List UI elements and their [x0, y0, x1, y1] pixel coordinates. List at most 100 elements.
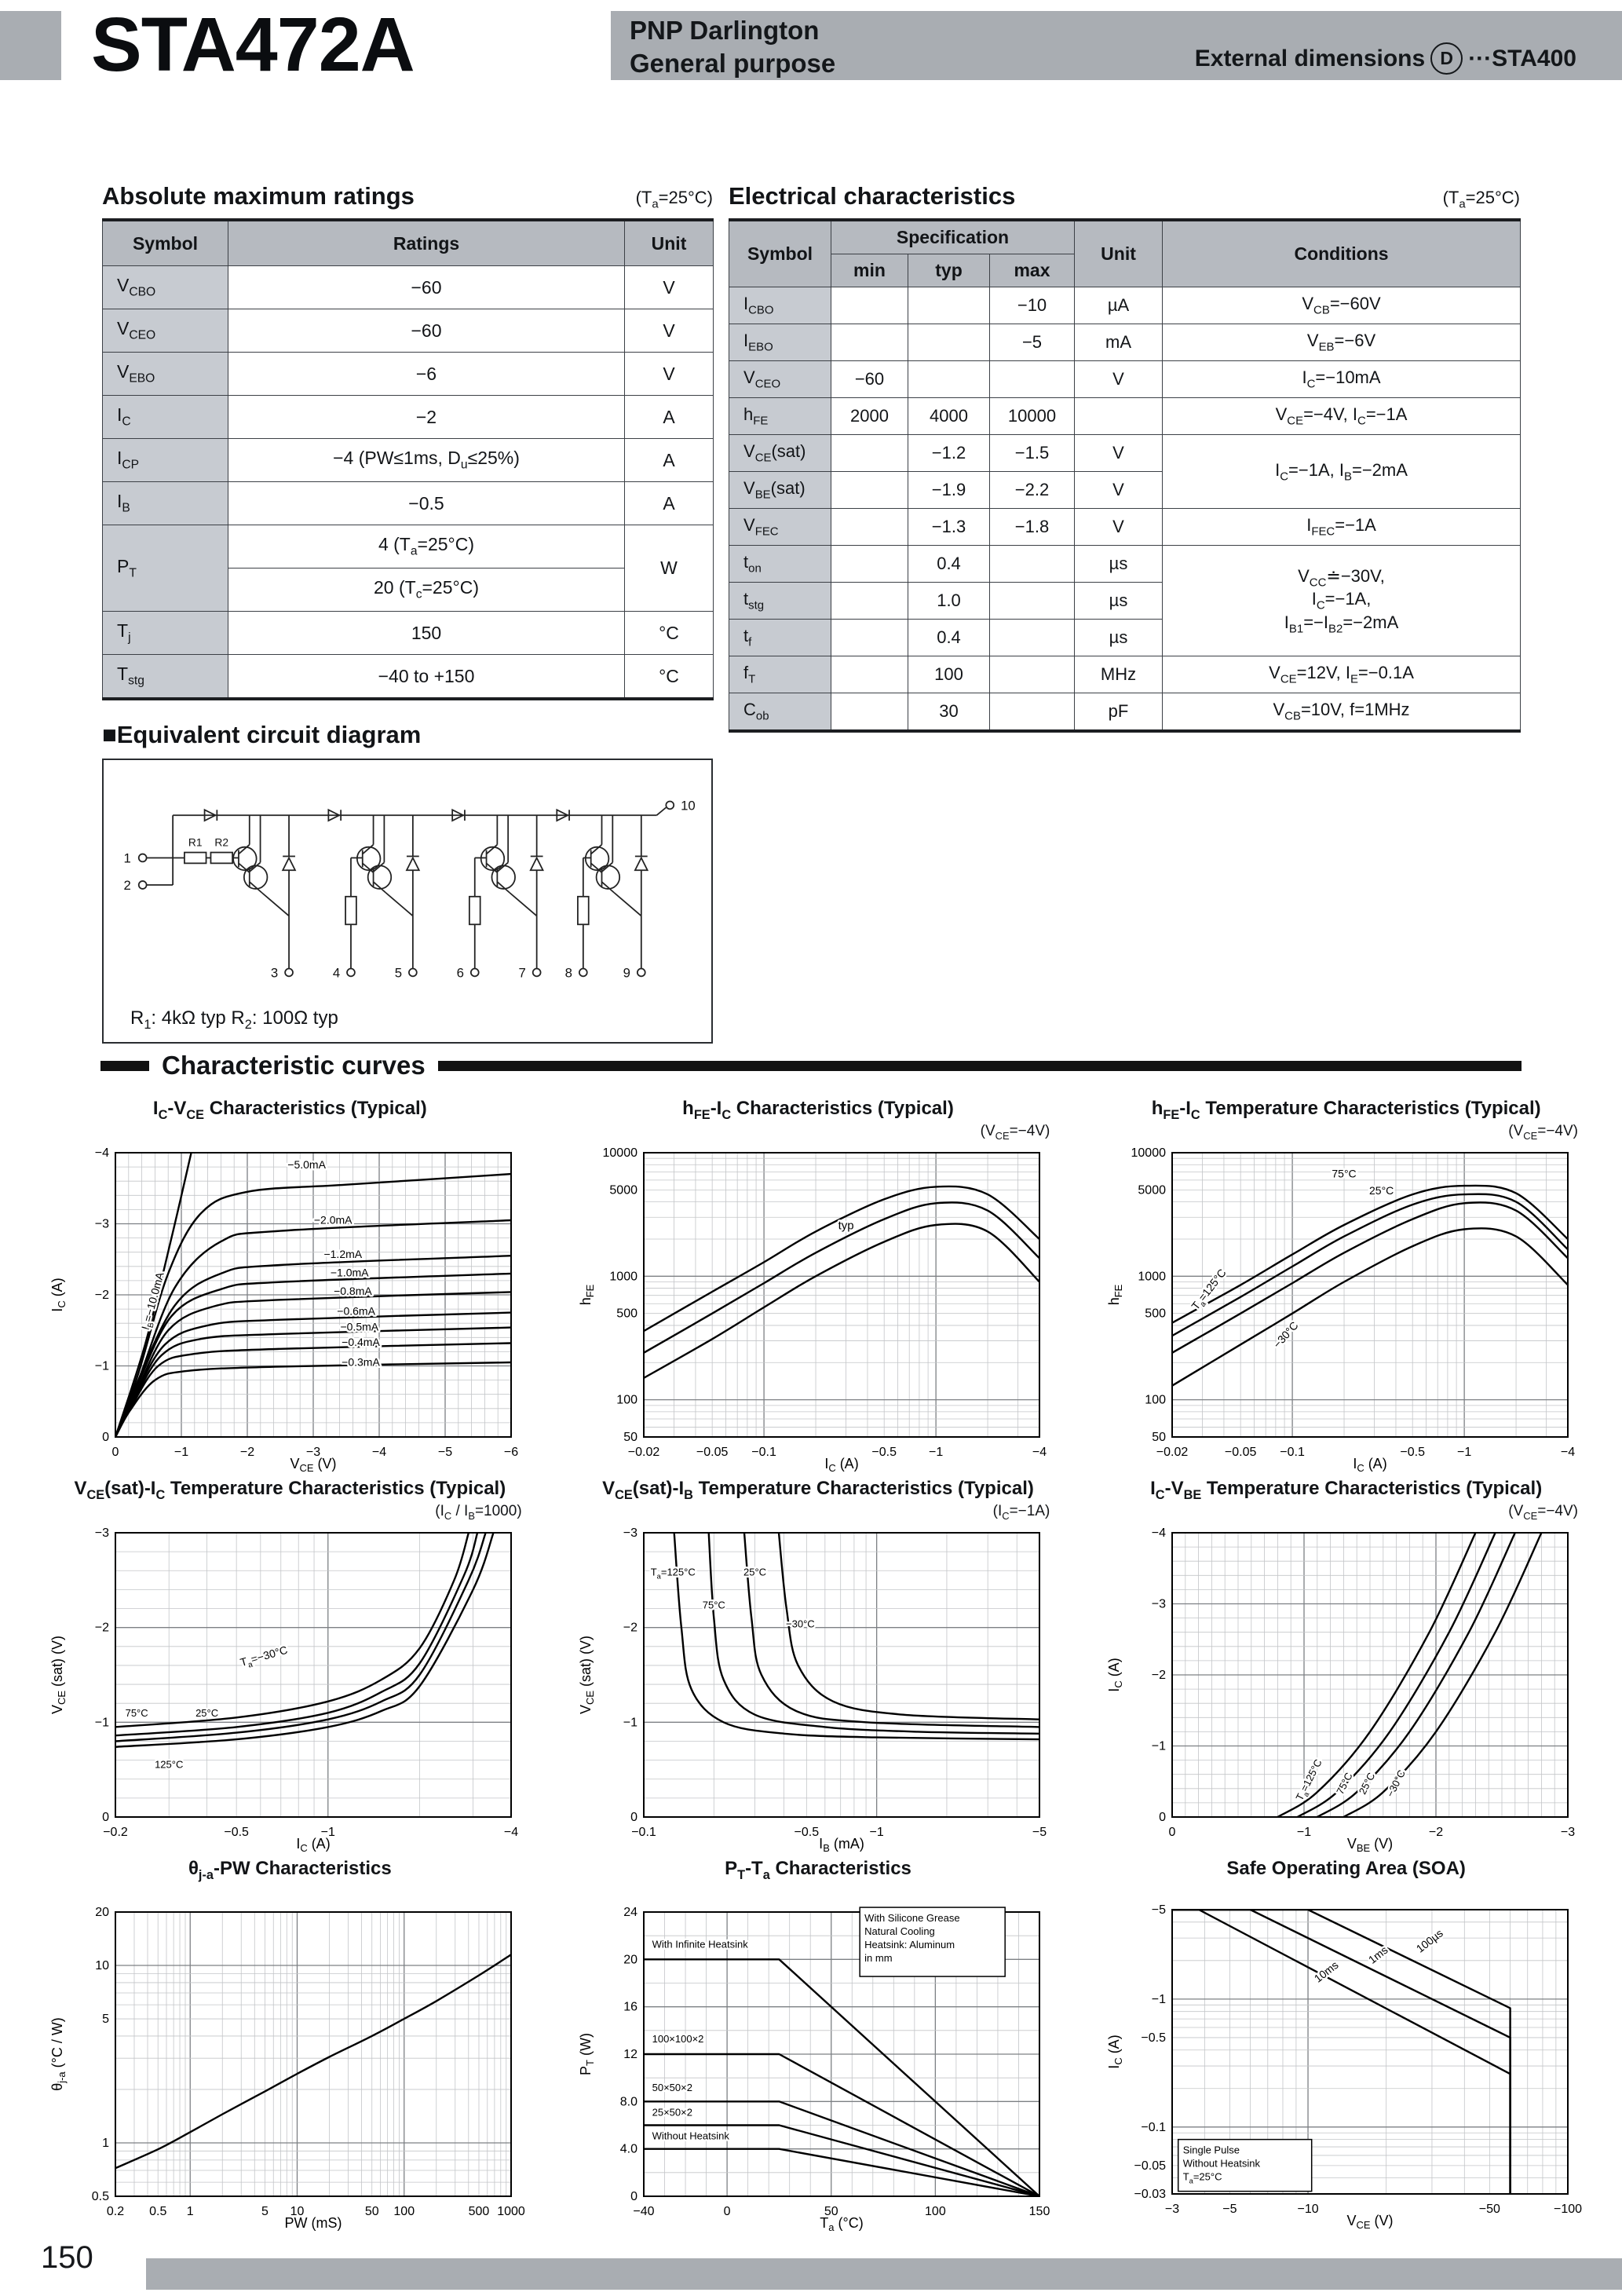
svg-text:Ta=125°C: Ta=125°C [1293, 1757, 1326, 1803]
chart-note: (VCE=−4V) [1508, 1502, 1578, 1522]
resistor [577, 895, 590, 926]
table-cell: V [1074, 360, 1164, 398]
svg-text:−5: −5 [1222, 2203, 1237, 2216]
svg-text:50: 50 [365, 2205, 379, 2218]
terminal-circle [346, 967, 356, 978]
chart-title: VCE(sat)-IB Temperature Characteristics … [602, 1477, 1034, 1502]
svg-text:−3: −3 [1151, 1597, 1165, 1610]
svg-text:1: 1 [187, 2205, 194, 2218]
table-cell: °C [624, 654, 714, 700]
chart-title: IC-VCE Characteristics (Typical) [152, 1098, 427, 1122]
svg-text:25×50×2: 25×50×2 [652, 2107, 692, 2119]
terminal-circle [636, 967, 646, 978]
external-dimensions-ref: ···STA400 [1468, 45, 1576, 71]
symbol-cell: VCE(sat) [729, 434, 831, 472]
table-cell [831, 656, 908, 693]
table-row: VCEO −60 V [102, 309, 714, 353]
symbol-cell: VCEO [729, 360, 831, 398]
diode-icon [451, 808, 465, 822]
chart-vcesat-ic: VCE(sat)-IC Temperature Characteristics … [31, 1478, 549, 1853]
curve-With Infinite Heatsink [643, 1958, 1039, 2197]
svg-text:−0.1: −0.1 [1280, 1446, 1305, 1459]
curve-−30°C [1171, 1227, 1568, 1387]
svg-text:−4: −4 [1151, 1526, 1165, 1540]
table-cell: A [624, 395, 714, 439]
svg-text:−0.3mA: −0.3mA [342, 1355, 380, 1368]
svg-text:PT (W): PT (W) [578, 2033, 596, 2075]
table-cell: −1.8 [988, 508, 1076, 546]
table-row: PT 4 (Ta=25°C) W [102, 525, 714, 612]
svg-text:−0.5: −0.5 [1141, 2031, 1166, 2045]
svg-text:−3: −3 [623, 1526, 637, 1540]
svg-text:IC (A): IC (A) [1353, 1456, 1386, 1473]
part-number: STA472A [91, 2, 415, 87]
svg-text:50: 50 [623, 1431, 637, 1444]
svg-text:−3: −3 [95, 1217, 109, 1230]
elec-col-conditions: Conditions [1162, 219, 1522, 287]
svg-text:−0.4mA: −0.4mA [342, 1336, 380, 1348]
terminal-circle [595, 865, 621, 890]
curve-25°C [1316, 1532, 1516, 1817]
table-cell: 20 (Tc=25°C) [228, 568, 625, 612]
svg-text:100: 100 [616, 1393, 637, 1406]
symbol-cell: IB [102, 481, 228, 525]
svg-text:100: 100 [925, 2205, 946, 2218]
table-cell: V [624, 309, 714, 353]
svg-text:−6: −6 [504, 1446, 518, 1459]
table-cell: µs [1074, 619, 1164, 656]
abs-max-heading: Absolute maximum ratings (Ta=25°C) [102, 182, 713, 210]
wire [509, 892, 538, 917]
curve-IB=−0.3mA [115, 1361, 512, 1437]
chart-canvas-hfe-ic-temp: −0.02 −0.05 −0.1 −0.5 −1 −4 50 100 500 1000 5000 10… [1106, 1146, 1575, 1473]
chart-canvas-pt-ta: −40 0 50 100 150 0 4.0 8.0 12 16 20 24 Ta (°C) PT (W)… [578, 1906, 1050, 2232]
chart-title: Safe Operating Area (SOA) [1226, 1857, 1466, 1879]
svg-text:0: 0 [630, 2190, 637, 2203]
table-cell: −1.3 [908, 508, 990, 546]
package-code-icon: D [1430, 42, 1463, 75]
chart-title: hFE-IC Characteristics (Typical) [682, 1098, 954, 1122]
abs-max-col-symbol: Symbol [102, 219, 228, 266]
table-row: Tstg −40 to +150 °C [102, 654, 714, 700]
curve-75°C [1171, 1193, 1568, 1337]
svg-text:−0.8mA: −0.8mA [334, 1285, 372, 1297]
diode-icon [529, 856, 544, 872]
svg-text:−0.1: −0.1 [751, 1446, 776, 1459]
svg-text:Ta=125°C: Ta=125°C [651, 1566, 696, 1580]
table-cell: V [624, 352, 714, 396]
right-column: Electrical characteristics (Ta=25°C) Sym… [729, 182, 1522, 733]
title-plate: STA472A [61, 2, 611, 88]
table-cell: −60 [228, 265, 625, 309]
table-cell [831, 545, 908, 583]
svg-text:−4: −4 [1561, 1446, 1575, 1459]
elec-col-unit: Unit [1074, 219, 1164, 287]
svg-text:1: 1 [102, 2137, 109, 2150]
abs-max-ta-note: (Ta=25°C) [635, 187, 713, 210]
table-cell: IC=−10mA [1162, 360, 1522, 398]
svg-text:−1: −1 [623, 1716, 637, 1729]
table-cell: W [624, 525, 714, 612]
table-cell: −6 [228, 352, 625, 396]
chart-hfe-ic: hFE-IC Characteristics (Typical) (VCE=−4V… [560, 1098, 1077, 1473]
svg-text:Ta (°C): Ta (°C) [820, 2215, 863, 2232]
chart-hfe-ic-temp: hFE-IC Temperature Characteristics (Typi… [1087, 1098, 1605, 1473]
svg-text:VCE (sat) (V): VCE (sat) (V) [578, 1636, 596, 1714]
svg-text:0: 0 [724, 2205, 731, 2218]
table-cell: µs [1074, 545, 1164, 583]
symbol-cell: tf [729, 619, 831, 656]
curve-25°C [743, 1532, 1039, 1728]
svg-text:VCE (sat) (V): VCE (sat) (V) [49, 1636, 68, 1714]
svg-text:500: 500 [1145, 1307, 1166, 1320]
svg-text:−4: −4 [372, 1446, 386, 1459]
table-cell: 30 [908, 693, 990, 732]
wire [613, 892, 642, 917]
table-cell [988, 693, 1076, 732]
table-cell: V [1074, 508, 1164, 546]
left-column: Absolute maximum ratings (Ta=25°C) Symbo… [102, 182, 714, 1044]
svg-text:0.5: 0.5 [92, 2190, 109, 2203]
symbol-cell: IC [102, 395, 228, 439]
terminal-circle [584, 846, 610, 872]
table-row: hFE 2000 4000 10000 VCE=−4V, IC=−1A [729, 397, 1522, 435]
svg-text:−5.0mA: −5.0mA [288, 1158, 327, 1171]
svg-text:−30°C: −30°C [1384, 1768, 1408, 1798]
